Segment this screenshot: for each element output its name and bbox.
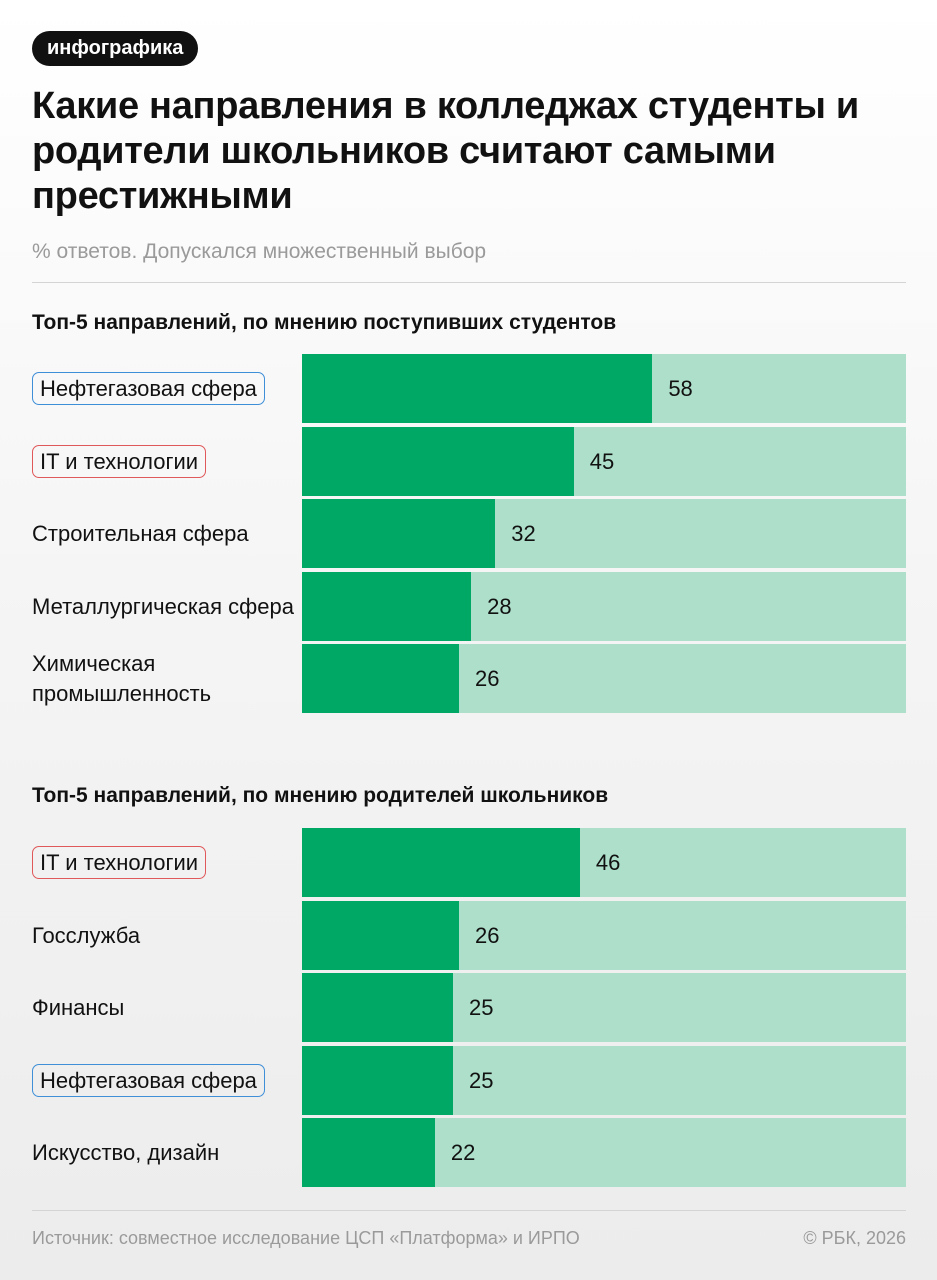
copyright: © РБК, 2026 [803, 1228, 906, 1248]
category-label-wrap: Нефтегазовая сфера [32, 354, 294, 423]
infographic-tag: инфографика [32, 31, 199, 66]
bar [302, 644, 460, 713]
bar-track: 46 [302, 828, 906, 897]
category-label-wrap: Строительная сфера [32, 499, 294, 568]
subtitle: % ответов. Допускался множественный выбо… [32, 240, 487, 263]
bar [302, 499, 496, 568]
bar-track: 25 [302, 1046, 906, 1115]
bar-track: 58 [302, 354, 906, 423]
category-label: Строительная сфера [32, 520, 249, 546]
category-label-wrap: Химическая промышленность [32, 644, 294, 713]
category-label-wrap: Финансы [32, 973, 294, 1042]
value-label: 45 [589, 449, 615, 474]
bar-row: Госслужба 26 [0, 901, 937, 970]
bar-row: Искусство, дизайн 22 [0, 1118, 937, 1187]
bar-track: 32 [302, 499, 906, 568]
bar-row: IT и технологии 46 [0, 828, 937, 897]
source-note: Источник: совместное исследование ЦСП «П… [32, 1228, 580, 1248]
bar-row: Нефтегазовая сфера 58 [0, 354, 937, 423]
category-label: Искусство, дизайн [32, 1139, 220, 1165]
bar-track: 26 [302, 901, 906, 970]
bar-row: Металлургическая сфера 28 [0, 572, 937, 641]
bar-row: IT и технологии 45 [0, 427, 937, 496]
chart-students-title: Топ-5 направлений, по мнению поступивших… [32, 311, 617, 334]
category-label: Химическая промышленность [32, 650, 212, 706]
bar-track: 26 [302, 644, 906, 713]
bar-track: 25 [302, 973, 906, 1042]
value-label: 26 [475, 666, 500, 691]
bar [302, 1046, 453, 1115]
chart-parents-title: Топ-5 направлений, по мнению родителей ш… [32, 784, 609, 807]
page-title: Какие направления в колледжах студенты и… [32, 85, 859, 217]
category-label: Металлургическая сфера [32, 593, 294, 619]
value-label: 25 [469, 995, 494, 1020]
bar [302, 427, 574, 496]
bar-row: Химическая промышленность 26 [0, 644, 937, 713]
category-label-wrap: IT и технологии [32, 427, 294, 496]
bar-track: 28 [302, 572, 906, 641]
value-label: 28 [487, 594, 512, 619]
value-label: 32 [511, 521, 536, 546]
category-label-wrap: Госслужба [32, 901, 294, 970]
bar-track: 45 [302, 427, 906, 496]
value-label: 46 [595, 850, 621, 875]
category-label: Госслужба [32, 922, 141, 948]
category-label: IT и технологии [32, 445, 207, 478]
bar-track: 22 [302, 1118, 906, 1187]
bar [302, 828, 580, 897]
bar [302, 1118, 435, 1187]
category-label-wrap: IT и технологии [32, 828, 294, 897]
category-label: Финансы [32, 994, 125, 1020]
bar-row: Финансы 25 [0, 973, 937, 1042]
bar [302, 973, 453, 1042]
category-label: IT и технологии [32, 846, 207, 879]
category-label: Нефтегазовая сфера [32, 1064, 265, 1097]
category-label-wrap: Искусство, дизайн [32, 1118, 294, 1187]
bar [302, 901, 460, 970]
category-label-wrap: Нефтегазовая сфера [32, 1046, 294, 1115]
value-label: 22 [450, 1140, 476, 1165]
top-divider [32, 282, 906, 283]
category-label-wrap: Металлургическая сфера [32, 572, 294, 641]
bottom-divider [32, 1210, 906, 1211]
bar-row: Нефтегазовая сфера 25 [0, 1046, 937, 1115]
value-label: 58 [668, 376, 693, 401]
category-label: Нефтегазовая сфера [32, 372, 265, 405]
bar-row: Строительная сфера 32 [0, 499, 937, 568]
value-label: 25 [469, 1068, 494, 1093]
value-label: 26 [475, 923, 500, 948]
bar [302, 572, 472, 641]
bar [302, 354, 653, 423]
